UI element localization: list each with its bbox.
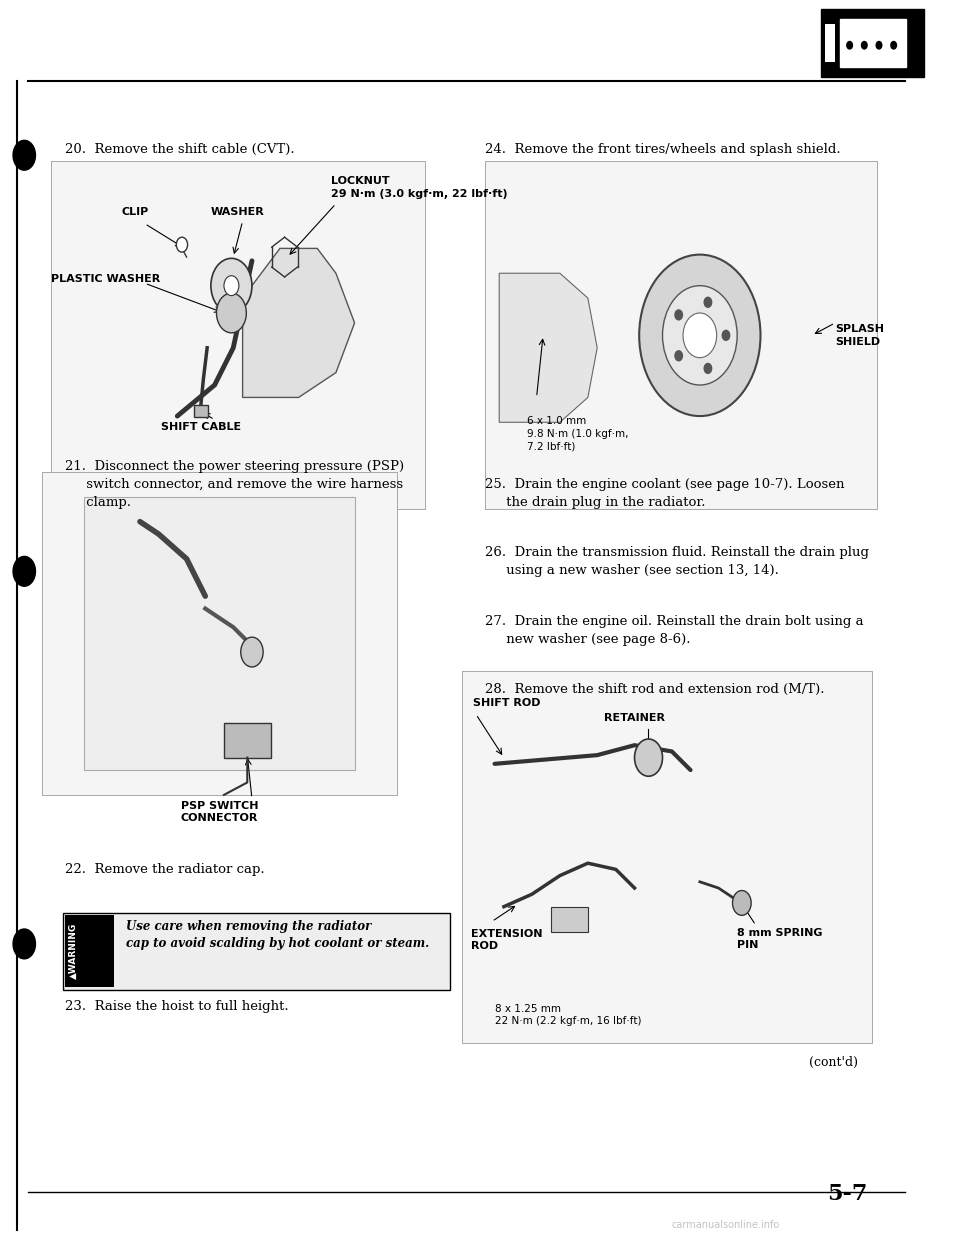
Text: PLASTIC WASHER: PLASTIC WASHER <box>51 274 160 284</box>
Circle shape <box>684 313 716 358</box>
Circle shape <box>662 286 737 385</box>
Text: EXTENSION
ROD: EXTENSION ROD <box>471 929 542 951</box>
Text: SHIFT ROD: SHIFT ROD <box>473 698 540 708</box>
Text: (cont'd): (cont'd) <box>809 1056 858 1068</box>
Bar <box>42 472 396 795</box>
Circle shape <box>241 637 263 667</box>
Circle shape <box>675 310 683 320</box>
Text: ▲WARNING: ▲WARNING <box>69 923 78 980</box>
Text: WASHER: WASHER <box>211 207 265 217</box>
Text: carmanualsonline.info: carmanualsonline.info <box>672 1220 780 1230</box>
Text: 24.  Remove the front tires/wheels and splash shield.: 24. Remove the front tires/wheels and sp… <box>485 143 841 155</box>
Polygon shape <box>499 273 597 422</box>
Polygon shape <box>243 248 354 397</box>
Bar <box>462 671 873 1043</box>
Circle shape <box>876 41 882 48</box>
Text: 23.  Raise the hoist to full height.: 23. Raise the hoist to full height. <box>65 1000 289 1012</box>
FancyBboxPatch shape <box>63 913 450 990</box>
Text: 5-7: 5-7 <box>828 1182 868 1205</box>
Text: 28.  Remove the shift rod and extension rod (M/T).: 28. Remove the shift rod and extension r… <box>485 683 825 696</box>
Text: 26.  Drain the transmission fluid. Reinstall the drain plug
     using a new was: 26. Drain the transmission fluid. Reinst… <box>485 546 869 578</box>
Bar <box>550 907 588 932</box>
Text: SHIFT CABLE: SHIFT CABLE <box>160 422 241 432</box>
Bar <box>825 24 835 62</box>
Circle shape <box>732 891 751 915</box>
Circle shape <box>891 41 897 48</box>
Circle shape <box>211 258 252 313</box>
FancyBboxPatch shape <box>821 9 924 77</box>
Circle shape <box>861 41 867 48</box>
Text: CLIP: CLIP <box>122 207 149 217</box>
Circle shape <box>705 297 711 307</box>
Circle shape <box>224 276 239 296</box>
Circle shape <box>705 364 711 374</box>
Text: 22.  Remove the radiator cap.: 22. Remove the radiator cap. <box>65 863 265 876</box>
Polygon shape <box>84 497 354 770</box>
Text: 27.  Drain the engine oil. Reinstall the drain bolt using a
     new washer (see: 27. Drain the engine oil. Reinstall the … <box>485 615 864 646</box>
Text: 25.  Drain the engine coolant (see page 10-7). Loosen
     the drain plug in the: 25. Drain the engine coolant (see page 1… <box>485 478 845 509</box>
Circle shape <box>217 293 247 333</box>
Text: RETAINER: RETAINER <box>604 713 665 723</box>
Circle shape <box>13 929 36 959</box>
Circle shape <box>177 237 187 252</box>
Bar <box>485 161 877 509</box>
Text: LOCKNUT
29 N·m (3.0 kgf·m, 22 lbf·ft): LOCKNUT 29 N·m (3.0 kgf·m, 22 lbf·ft) <box>331 175 508 199</box>
Circle shape <box>639 255 760 416</box>
Bar <box>194 405 208 417</box>
Circle shape <box>13 140 36 170</box>
Text: SPLASH
SHIELD: SPLASH SHIELD <box>835 324 884 347</box>
Text: 8 mm SPRING
PIN: 8 mm SPRING PIN <box>737 928 823 950</box>
Text: 20.  Remove the shift cable (CVT).: 20. Remove the shift cable (CVT). <box>65 143 295 155</box>
Text: PSP SWITCH
CONNECTOR: PSP SWITCH CONNECTOR <box>180 801 258 823</box>
Bar <box>224 723 271 758</box>
Circle shape <box>847 41 852 48</box>
Circle shape <box>13 556 36 586</box>
Bar <box>840 19 906 67</box>
Text: 8 x 1.25 mm
22 N·m (2.2 kgf·m, 16 lbf·ft): 8 x 1.25 mm 22 N·m (2.2 kgf·m, 16 lbf·ft… <box>494 1004 641 1026</box>
Text: Use care when removing the radiator
cap to avoid scalding by hot coolant or stea: Use care when removing the radiator cap … <box>126 920 429 950</box>
FancyBboxPatch shape <box>65 915 114 987</box>
Circle shape <box>675 350 683 360</box>
Circle shape <box>722 330 730 340</box>
Bar <box>51 161 424 509</box>
Text: 21.  Disconnect the power steering pressure (PSP)
     switch connector, and rem: 21. Disconnect the power steering pressu… <box>65 460 404 508</box>
Circle shape <box>635 739 662 776</box>
Text: 6 x 1.0 mm
9.8 N·m (1.0 kgf·m,
7.2 lbf·ft): 6 x 1.0 mm 9.8 N·m (1.0 kgf·m, 7.2 lbf·f… <box>527 416 629 452</box>
